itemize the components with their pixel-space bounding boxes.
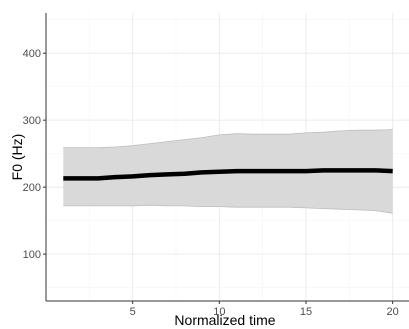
y-tick-label: 400 bbox=[23, 48, 41, 60]
x-tick-label: 10 bbox=[213, 306, 225, 318]
tick-labels: 5 10 15 20 100 200 300 400 bbox=[23, 48, 399, 318]
y-tick-label: 100 bbox=[23, 249, 41, 261]
x-tick-label: 15 bbox=[300, 306, 312, 318]
ci-upper-edge bbox=[63, 129, 393, 148]
y-tick-label: 300 bbox=[23, 115, 41, 127]
y-axis-title: F0 (Hz) bbox=[9, 134, 25, 181]
axes bbox=[43, 13, 409, 304]
y-tick-label: 200 bbox=[23, 182, 41, 194]
x-tick-label: 5 bbox=[130, 306, 136, 318]
ci-lower-edge bbox=[63, 204, 393, 214]
series-lines bbox=[63, 168, 393, 181]
x-tick-label: 20 bbox=[387, 306, 399, 318]
mean-line bbox=[63, 168, 393, 181]
x-axis-title: Normalized time bbox=[174, 312, 275, 328]
